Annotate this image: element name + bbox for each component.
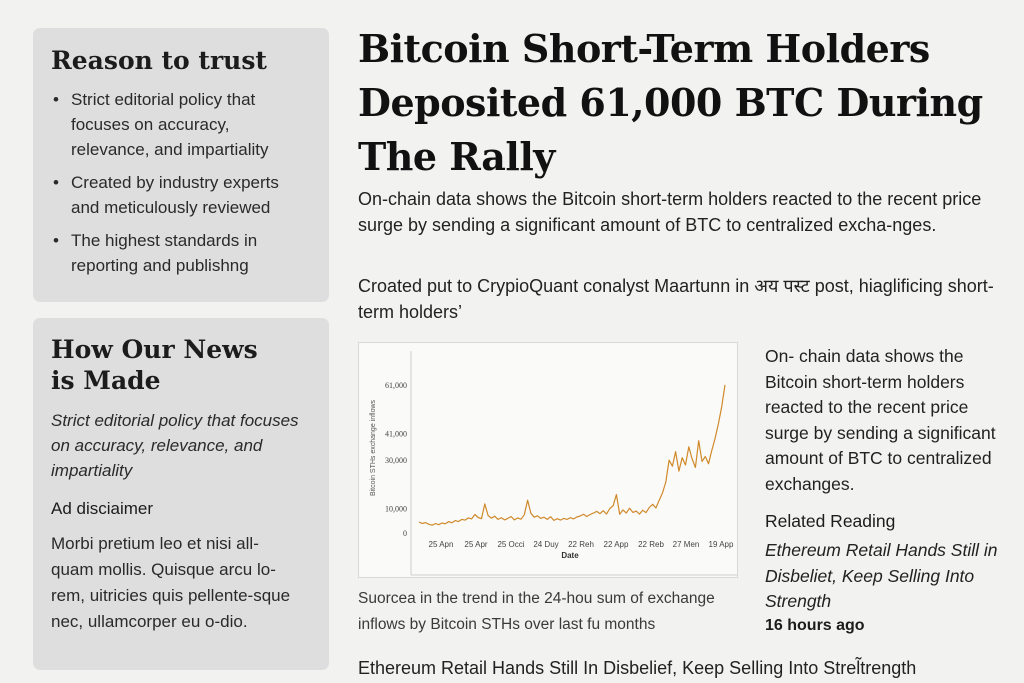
x-tick-label: 19 App — [709, 540, 734, 549]
trust-item-text: Created by industry experts and meticulo… — [71, 173, 279, 217]
ad-disclaimer-text: Morbi pretium leo et nisi all-quam molli… — [51, 534, 291, 631]
trust-item-text: The highest standards in reporting and p… — [71, 231, 258, 275]
x-tick-label: 22 Reh — [568, 540, 594, 549]
bullet-icon: • — [53, 231, 59, 250]
y-tick-label: 30,000 — [385, 456, 407, 465]
reason-to-trust-title: Reason to trust — [51, 46, 267, 75]
trust-list-item: • The highest standards in reporting and … — [51, 228, 311, 278]
trust-item-text: Strict editorial policy that focuses on … — [71, 90, 269, 159]
article-lede: On-chain data shows the Bitcoin short-te… — [358, 189, 982, 235]
article-sidebar: On- chain data shows the Bitcoin short-t… — [765, 344, 1005, 635]
sidebar-summary: On- chain data shows the Bitcoin short-t… — [765, 346, 996, 494]
x-tick-label: 22 App — [604, 540, 629, 549]
chart-caption: Suorcea in the trend in the 24-hou sum o… — [358, 590, 715, 633]
x-tick-label: 25 Occi — [497, 540, 524, 549]
article-headline: Bitcoin Short-Term Holders Deposited 61,… — [358, 26, 983, 179]
y-tick-label: 10,000 — [385, 505, 407, 514]
x-tick-label: 27 Men — [673, 540, 700, 549]
related-reading-time: 16 hours ago — [765, 616, 865, 634]
related-reading-link[interactable]: Ethereum Retail Hands Still in Disbeliet… — [765, 540, 998, 611]
x-tick-label: 22 Reb — [638, 540, 664, 549]
reason-to-trust-card: Reason to trust • Strict editorial policy… — [33, 28, 329, 302]
chart-svg: 0 10,000 30,000 41,000 61,000 Bitcoin STHs ex… — [370, 351, 737, 576]
x-tick-label: 25 Apn — [429, 540, 454, 549]
trust-list-item: • Created by industry experts and meticul… — [51, 170, 311, 220]
y-tick-label: 41,000 — [385, 429, 407, 438]
bullet-icon: • — [53, 90, 59, 109]
trust-list-item: • Strict editorial policy that focuses on… — [51, 87, 311, 162]
news-policy-description: Strict editorial policy that focuses on … — [51, 411, 299, 480]
how-news-made-title: How Our News is Made — [51, 335, 258, 395]
y-axis-label: Bitcoin STHs exchange inflows — [370, 399, 377, 496]
how-news-made-card: How Our News is Made Strict editorial po… — [33, 318, 329, 670]
x-tick-label: 25 Apr — [464, 540, 487, 549]
article-paragraph: Croated put to CrypioQuant conalyst Maar… — [358, 276, 994, 322]
related-reading-title: Related Reading — [765, 511, 896, 531]
trust-list: • Strict editorial policy that focuses on… — [51, 87, 311, 278]
y-tick-label: 0 — [403, 529, 407, 538]
ad-disclaimer-title: Ad disciaimer — [51, 499, 154, 518]
bullet-icon: • — [53, 173, 59, 192]
x-tick-label: 24 Duy — [533, 540, 558, 549]
exchange-inflow-chart: 0 10,000 30,000 41,000 61,000 Bitcoin STHs ex… — [358, 342, 738, 578]
series-line — [418, 384, 726, 526]
y-tick-label: 61,000 — [385, 381, 407, 390]
x-axis-label: Date — [561, 551, 579, 560]
next-article-link[interactable]: Ethereum Retail Hands Still In Disbelief… — [358, 658, 917, 678]
